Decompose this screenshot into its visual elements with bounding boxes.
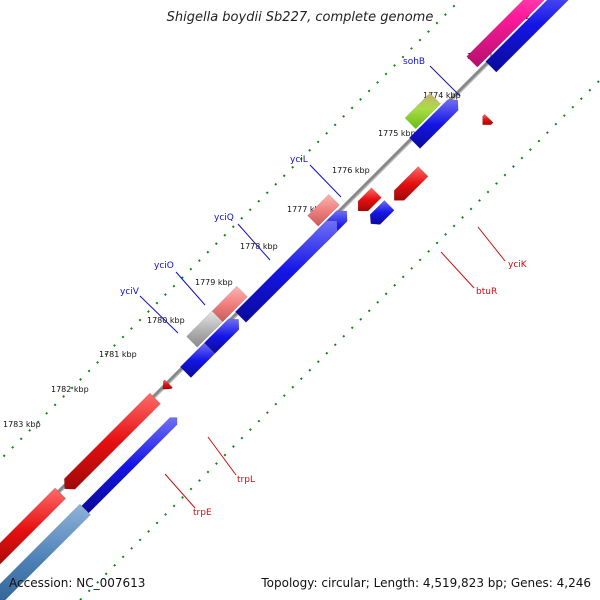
gene-feature-gray[interactable]	[186, 310, 224, 348]
gene-feature-btuR-blue[interactable]	[369, 199, 395, 225]
gene-label-yciV[interactable]: yciV	[120, 287, 140, 297]
gene-feature-blue-1[interactable]	[485, 0, 582, 73]
gene-label-yciL[interactable]: yciL	[290, 155, 308, 165]
gene-label-yciO[interactable]: yciO	[154, 261, 174, 271]
gene-feature-steel-1[interactable]	[0, 503, 91, 600]
leader-line-sohB	[429, 65, 461, 97]
leader-line-yciO	[175, 271, 206, 306]
outer-tick-track	[0, 0, 462, 462]
tick-label-1777-kbp: 1777 kbp	[287, 205, 325, 214]
leader-line-yciV	[139, 295, 179, 334]
gene-feature-yciL[interactable]	[307, 193, 340, 227]
gene-label-yciK[interactable]: yciK	[508, 260, 528, 270]
leader-line-yciQ	[237, 223, 271, 261]
gene-feature-trpL[interactable]	[162, 379, 173, 390]
leader-line-yciK	[477, 226, 506, 262]
gene-label-btuR[interactable]: btuR	[476, 287, 497, 297]
accession-text: Accession: NC_007613	[9, 576, 146, 590]
tick-label-1772-kbp: 1772 kbp	[510, 12, 548, 21]
gene-feature-blue-2[interactable]	[408, 99, 459, 149]
map-title: Shigella boydii Sb227, complete genome	[166, 10, 434, 25]
gene-feature-red-left[interactable]	[0, 487, 67, 572]
gene-label-sohB[interactable]: sohB	[403, 57, 425, 67]
gene-feature-blue-6[interactable]	[179, 342, 216, 379]
leader-line-trpL	[207, 436, 237, 476]
gene-label-yciQ[interactable]: yciQ	[214, 213, 234, 223]
gene-feature-trpE[interactable]	[63, 392, 161, 490]
tick-label-1781-kbp: 1781 kbp	[99, 350, 137, 359]
gene-feature-yciK[interactable]	[393, 166, 429, 201]
gene-features-layer	[0, 0, 582, 600]
gene-feature-blue-4[interactable]	[234, 220, 338, 323]
gene-feature-btuR[interactable]	[357, 187, 382, 212]
tick-label-1782-kbp: 1782 kbp	[51, 385, 89, 394]
tick-label-1779-kbp: 1779 kbp	[195, 278, 233, 287]
gene-label-trpL[interactable]: trpL	[237, 475, 255, 485]
genome-summary-text: Topology: circular; Length: 4,519,823 bp…	[261, 576, 591, 590]
tick-label-1774-kbp: 1774 kbp	[423, 91, 461, 100]
inner-tick-track	[79, 79, 600, 600]
gene-label-trpE[interactable]: trpE	[193, 508, 212, 518]
tick-label-1775-kbp: 1775 kbp	[378, 129, 416, 138]
gene-labels-layer: sohB yciL yciQ yciO yciV yciK btuR trpL trpE	[120, 57, 528, 518]
leader-line-trpE	[164, 473, 196, 509]
tick-label-1776-kbp: 1776 kbp	[332, 166, 370, 175]
leader-line-yciL	[309, 164, 342, 198]
gene-feature-sohB[interactable]	[404, 92, 441, 130]
leader-line-btuR	[440, 251, 475, 289]
tick-label-1778-kbp: 1778 kbp	[240, 242, 278, 251]
tick-label-1783-kbp: 1783 kbp	[3, 420, 41, 429]
gene-feature-magenta-1[interactable]	[466, 0, 570, 68]
gene-feature-red-small[interactable]	[482, 113, 494, 126]
